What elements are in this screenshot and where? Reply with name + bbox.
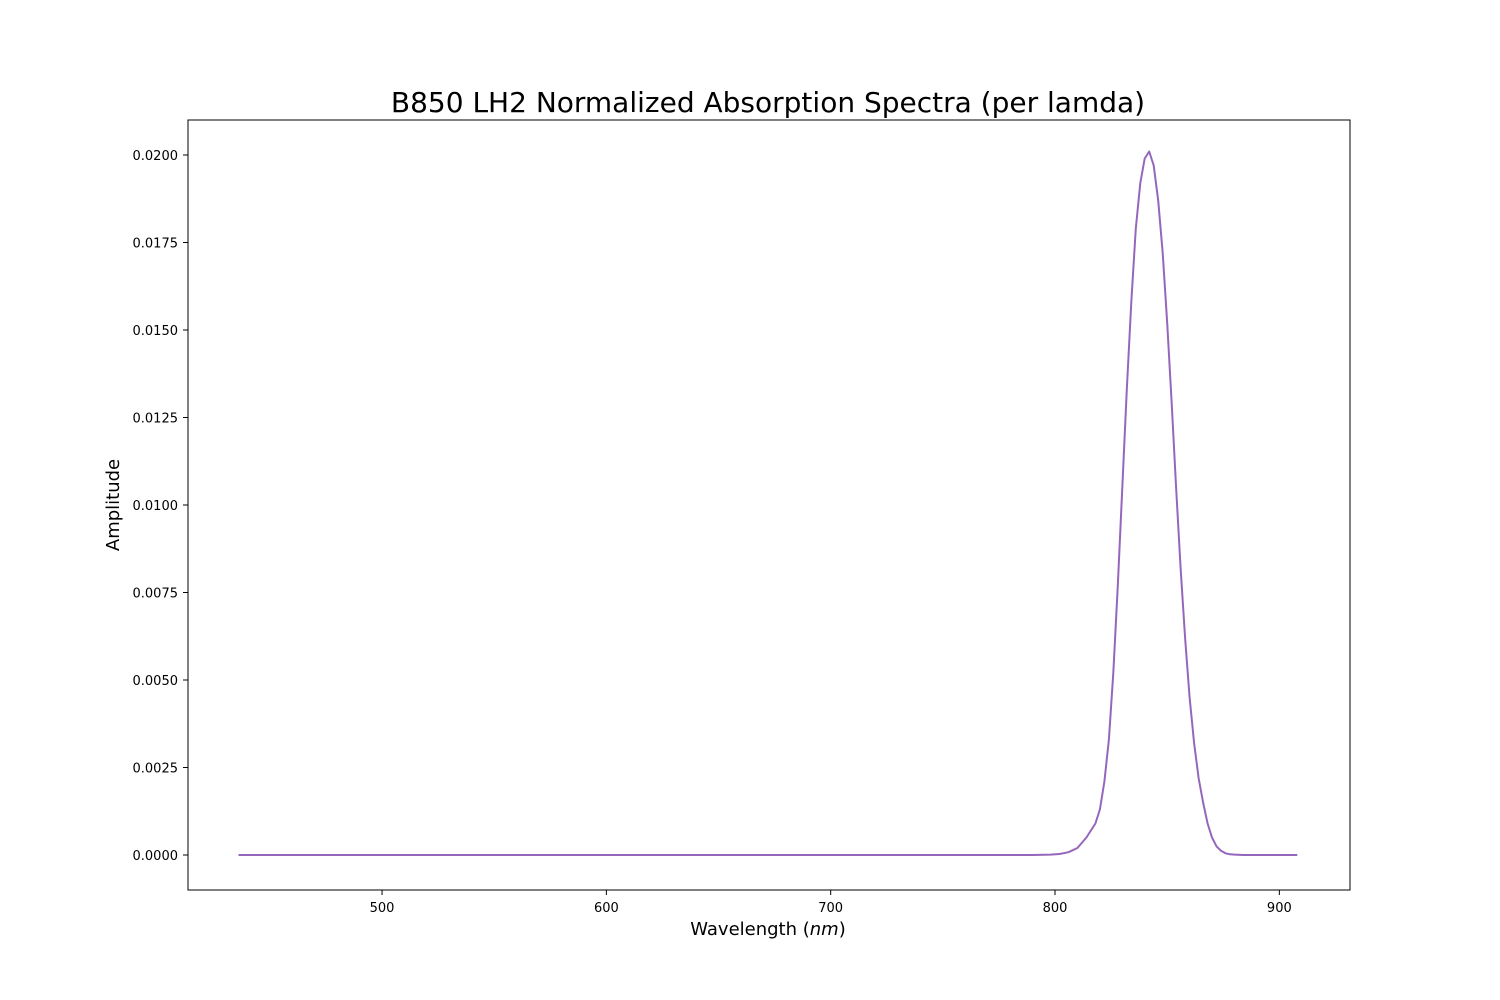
x-axis-label-unit: nm (810, 919, 839, 940)
y-tick-label: 0.0025 (133, 762, 179, 777)
x-tick-label: 600 (594, 901, 619, 916)
x-axis: 500 600 700 800 900 (370, 890, 1292, 916)
y-tick-label: 0.0150 (133, 324, 179, 339)
x-tick-label: 900 (1267, 901, 1292, 916)
y-axis: 0.0000 0.0025 0.0050 0.0075 0.0100 0.0125 0.01… (133, 149, 188, 864)
x-axis-label-prefix: Wavelength ( (690, 919, 810, 940)
plot-area-frame (187, 119, 1351, 891)
y-tick-label: 0.0050 (133, 674, 179, 689)
y-tick-label: 0.0175 (133, 237, 179, 252)
x-axis-label-suffix: ) (839, 919, 846, 940)
y-tick-label: 0.0200 (133, 149, 179, 164)
y-tick-label: 0.0000 (133, 849, 179, 864)
chart-title: B850 LH2 Normalized Absorption Spectra (… (391, 86, 1145, 119)
x-tick-label: 700 (818, 901, 843, 916)
y-tick-label: 0.0075 (133, 587, 179, 602)
series-line (238, 150, 1298, 856)
y-axis-label: Amplitude (103, 459, 124, 551)
y-tick-label: 0.0100 (133, 499, 179, 514)
x-tick-label: 800 (1043, 901, 1068, 916)
x-tick-label: 500 (370, 901, 395, 916)
x-axis-label: Wavelength (nm) (690, 919, 846, 940)
y-tick-label: 0.0125 (133, 412, 179, 427)
